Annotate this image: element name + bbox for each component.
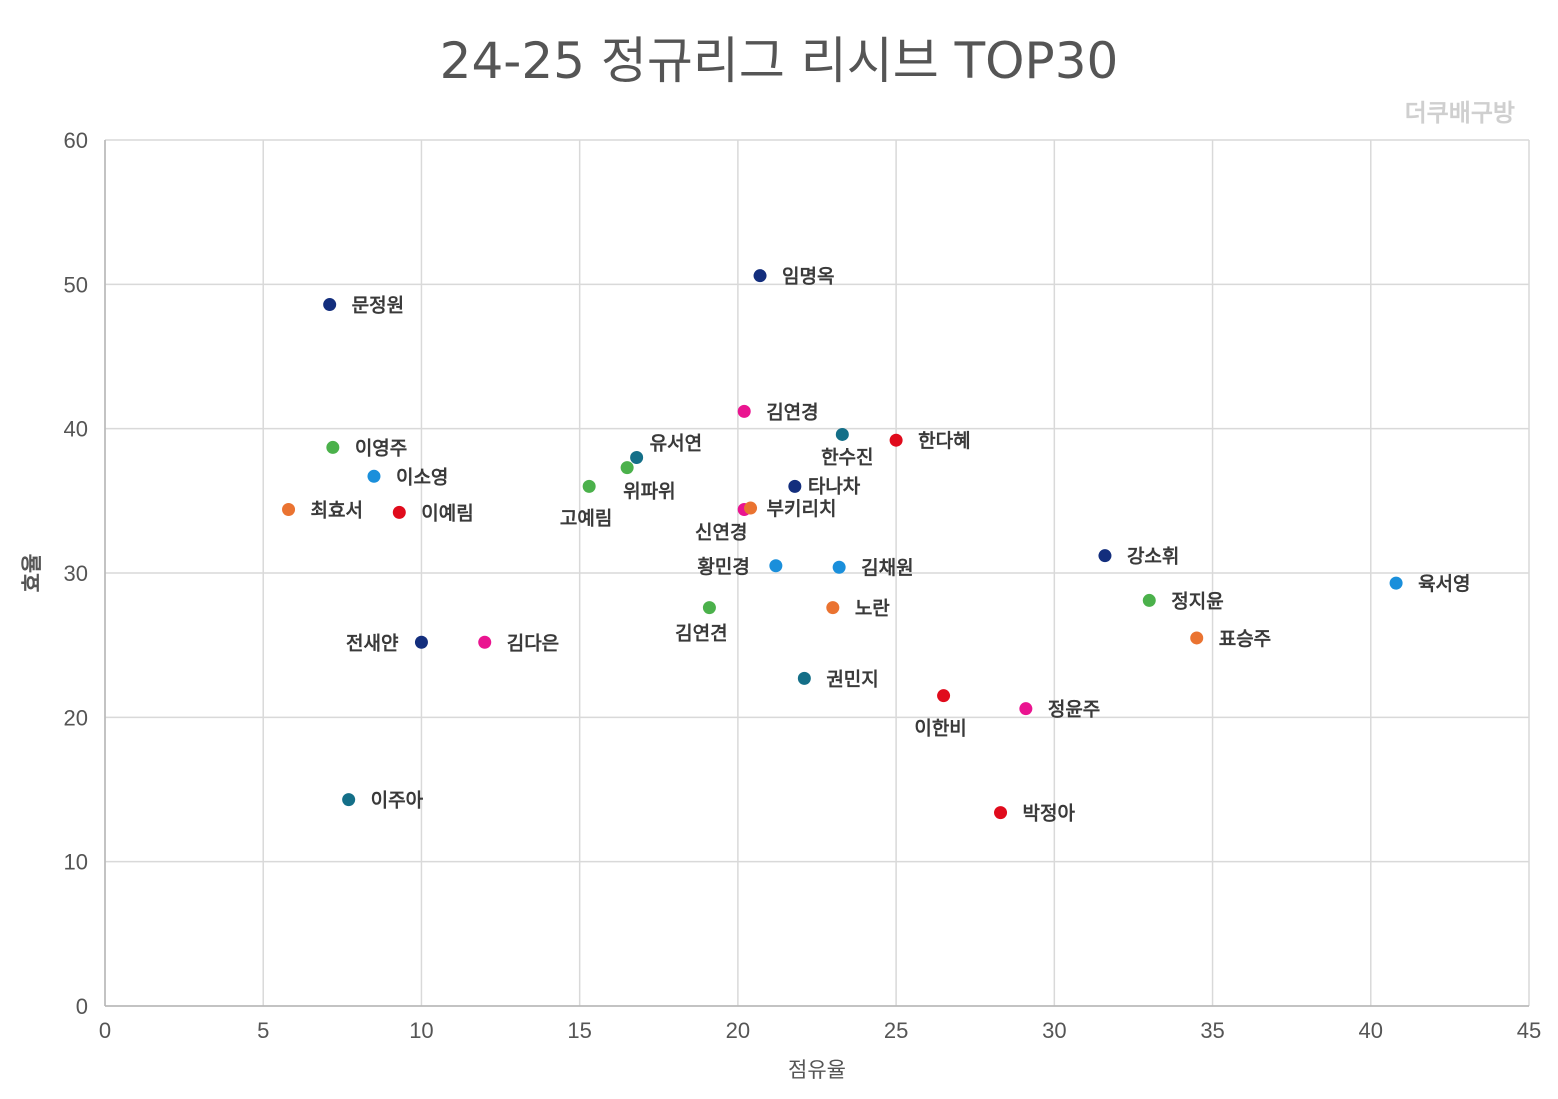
data-point — [326, 440, 340, 454]
x-tick-label: 30 — [1042, 1018, 1066, 1043]
data-point — [282, 502, 296, 516]
data-points — [282, 269, 1403, 820]
point-label: 한다혜 — [918, 430, 970, 452]
y-tick-label: 40 — [64, 417, 88, 442]
data-point — [620, 461, 634, 475]
data-point — [1019, 702, 1033, 716]
point-label: 강소휘 — [1127, 546, 1179, 568]
y-axis-label: 효율 — [20, 554, 44, 593]
data-point — [889, 433, 903, 447]
data-point — [788, 479, 802, 493]
point-label: 유서연 — [650, 433, 702, 455]
y-tick-label: 0 — [76, 994, 88, 1019]
point-label: 부키리치 — [767, 498, 837, 520]
data-point — [1389, 576, 1403, 590]
point-label: 타나차 — [808, 475, 861, 497]
point-label: 육서영 — [1418, 573, 1470, 595]
point-label: 문정원 — [352, 295, 404, 317]
x-tick-label: 10 — [409, 1018, 433, 1043]
point-label: 노란 — [855, 598, 890, 620]
x-axis-label: 점유율 — [788, 1058, 846, 1082]
data-point — [1190, 631, 1204, 645]
point-label: 김채원 — [861, 557, 913, 579]
x-tick-label: 35 — [1200, 1018, 1224, 1043]
y-tick-label: 10 — [64, 850, 88, 875]
x-tick-label: 25 — [884, 1018, 908, 1043]
point-label: 박정아 — [1023, 803, 1076, 825]
point-label: 황민경 — [697, 555, 749, 578]
data-point — [753, 269, 767, 283]
point-label: 고예림 — [560, 507, 612, 529]
point-label: 최효서 — [311, 499, 363, 521]
watermark: 더쿠배구방 — [1405, 99, 1515, 127]
data-point — [797, 671, 811, 685]
point-label: 정지윤 — [1171, 590, 1223, 612]
tick-labels: 0 5 10 15 20 25 30 35 40 45 0 10 20 30 40 50 60 — [64, 128, 1542, 1043]
data-point — [835, 427, 849, 441]
y-tick-label: 20 — [64, 705, 88, 730]
data-point — [414, 635, 428, 649]
data-point — [1142, 593, 1156, 607]
x-tick-label: 0 — [99, 1018, 111, 1043]
data-point — [994, 806, 1008, 820]
data-point — [737, 404, 751, 418]
point-label: 이소영 — [396, 466, 448, 488]
data-point — [582, 479, 596, 493]
point-label: 이한비 — [914, 718, 966, 740]
point-label: 이영주 — [355, 437, 407, 459]
point-label: 한수진 — [821, 446, 873, 468]
x-tick-label: 40 — [1359, 1018, 1383, 1043]
point-label: 표승주 — [1219, 628, 1271, 650]
data-point — [832, 560, 846, 574]
data-point — [392, 505, 406, 519]
data-point — [478, 635, 492, 649]
point-label: 위파위 — [623, 481, 675, 503]
data-point — [744, 501, 758, 515]
x-tick-label: 15 — [567, 1018, 591, 1043]
data-point — [630, 451, 644, 465]
data-point — [342, 793, 356, 807]
point-label: 전새얀 — [346, 632, 399, 654]
axes — [104, 140, 1529, 1007]
point-label: 이예림 — [421, 502, 473, 524]
chart-title: 24-25 정규리그 리시브 TOP30 — [440, 32, 1119, 90]
y-tick-label: 60 — [64, 128, 88, 153]
data-point — [323, 298, 337, 312]
data-point — [769, 559, 783, 573]
data-point — [826, 601, 840, 615]
point-label: 이주아 — [371, 790, 424, 812]
point-label: 김연견 — [675, 623, 727, 645]
y-tick-label: 30 — [64, 561, 88, 586]
point-label: 신연경 — [695, 521, 747, 543]
x-tick-label: 45 — [1517, 1018, 1541, 1043]
data-point — [367, 469, 381, 483]
data-point — [937, 689, 951, 703]
point-label: 권민지 — [826, 668, 878, 690]
point-label: 정윤주 — [1048, 699, 1100, 721]
data-point — [702, 601, 716, 615]
x-tick-label: 20 — [726, 1018, 750, 1043]
x-tick-label: 5 — [257, 1018, 269, 1043]
point-label: 임명옥 — [782, 266, 834, 288]
point-label: 김다은 — [507, 632, 559, 654]
point-label: 김연경 — [766, 401, 818, 423]
y-tick-label: 50 — [64, 272, 88, 297]
data-point — [1098, 549, 1112, 563]
